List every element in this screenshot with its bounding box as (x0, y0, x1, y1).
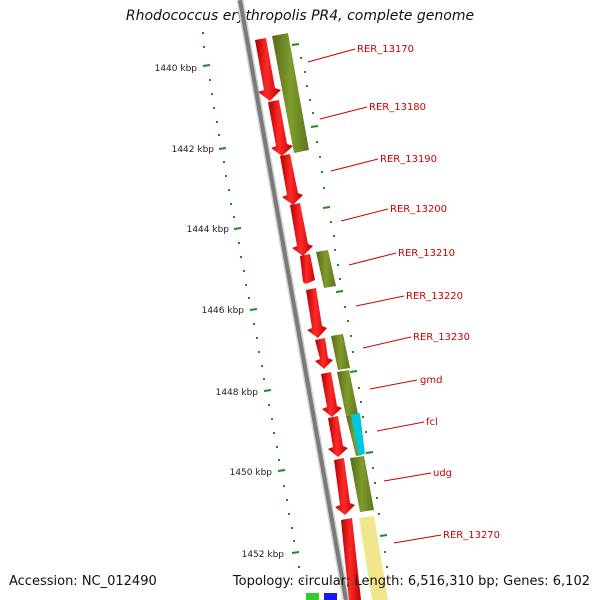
gene-label[interactable]: RER_13180 (369, 102, 426, 113)
ruler-label: 1452 kbp (242, 550, 285, 560)
cog-feature-8[interactable] (359, 516, 388, 600)
gene-label[interactable]: gmd (420, 375, 442, 386)
ruler-tick (202, 64, 211, 67)
ruler-tick (291, 551, 300, 554)
cog-feature-1[interactable] (272, 33, 309, 153)
cog-feature-6[interactable] (351, 413, 365, 455)
gene-labels: RER_13170 RER_13180 RER_13190 RER_13200 … (357, 44, 500, 541)
cds-feature-1[interactable] (255, 38, 281, 101)
cds-feature-9[interactable] (328, 416, 348, 457)
accession-text: Accession: NC_012490 (9, 574, 157, 589)
ruler-label: 1444 kbp (187, 225, 230, 235)
partial-feature-green (306, 593, 319, 600)
cds-feature-2[interactable] (268, 100, 293, 156)
cds-feature-6[interactable] (306, 288, 327, 338)
cds-feature-10[interactable] (334, 458, 355, 515)
gene-label[interactable]: RER_13190 (380, 154, 437, 165)
partial-feature-blue (324, 593, 337, 600)
ruler-labels: 1440 kbp 1442 kbp 1444 kbp 1446 kbp 1448… (155, 64, 285, 560)
ruler-dots (202, 32, 303, 582)
gene-label[interactable]: RER_13270 (443, 530, 500, 541)
cds-feature-3[interactable] (280, 154, 303, 205)
cog-track (272, 33, 388, 600)
gene-label[interactable]: RER_13220 (406, 291, 463, 302)
ruler-tick (263, 389, 272, 392)
cds-feature-7[interactable] (315, 338, 333, 369)
cds-feature-8[interactable] (321, 372, 342, 417)
feature-edge-ticks (291, 43, 388, 568)
ruler-major-ticks (202, 64, 300, 554)
ruler-tick (277, 469, 286, 472)
ruler-tick (233, 227, 242, 230)
gene-label[interactable]: RER_13200 (390, 204, 447, 215)
map-title: Rhodococcus erythropolis PR4, complete g… (125, 8, 475, 24)
ruler-label: 1442 kbp (172, 145, 215, 155)
gene-label[interactable]: udg (433, 468, 452, 479)
cds-feature-4[interactable] (290, 203, 313, 256)
cog-feature-3[interactable] (331, 334, 350, 370)
cog-feature-7[interactable] (350, 456, 374, 512)
cog-feature-4[interactable] (337, 370, 358, 416)
gene-label[interactable]: fcl (426, 417, 438, 428)
gene-label[interactable]: RER_13210 (398, 248, 455, 259)
ruler-tick (218, 147, 227, 150)
ruler-label: 1450 kbp (230, 468, 273, 478)
ruler-label: 1448 kbp (216, 388, 259, 398)
cds-track (255, 38, 361, 600)
genome-backbone-core (238, 0, 348, 600)
cds-feature-5[interactable] (300, 254, 315, 284)
topology-text: Topology: circular; Length: 6,516,310 bp… (232, 574, 590, 589)
gene-label[interactable]: RER_13170 (357, 44, 414, 55)
label-leaders (307, 48, 442, 544)
gene-label[interactable]: RER_13230 (413, 332, 470, 343)
ruler-label: 1440 kbp (155, 64, 198, 74)
cds-feature-11[interactable] (341, 518, 361, 600)
cog-feature-2[interactable] (316, 250, 336, 288)
ruler-tick (249, 308, 258, 311)
ruler-label: 1446 kbp (202, 306, 245, 316)
